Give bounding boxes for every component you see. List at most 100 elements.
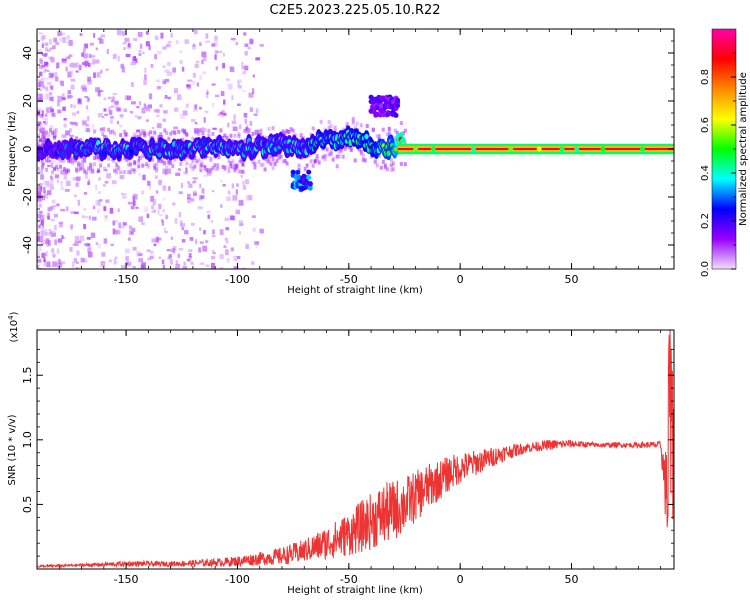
noise-speckle: [113, 229, 118, 235]
noise-speckle: [50, 73, 54, 78]
ridge-halo: [267, 156, 271, 161]
noise-speckle: [185, 103, 189, 108]
noise-speckle: [190, 222, 195, 226]
ridge-halo: [191, 166, 195, 171]
noise-speckle: [138, 101, 141, 106]
noise-speckle: [70, 84, 75, 90]
noise-speckle: [97, 91, 101, 97]
colorbar-tick-label: 0.6: [700, 117, 711, 133]
noise-speckle: [164, 69, 170, 73]
noise-speckle: [190, 261, 194, 265]
noise-speckle: [156, 123, 162, 129]
noise-speckle: [235, 209, 241, 215]
noise-speckle: [37, 195, 41, 202]
noise-speckle: [52, 232, 57, 237]
ridge-halo: [241, 169, 245, 174]
noise-speckle: [192, 192, 197, 197]
noise-speckle: [167, 96, 172, 100]
snr-frame: [36, 329, 675, 570]
noise-speckle: [121, 66, 126, 73]
ridge-halo: [253, 162, 257, 167]
noise-speckle: [242, 180, 245, 186]
ridge-halo: [69, 156, 73, 161]
noise-speckle: [134, 58, 139, 63]
ridge-halo: [165, 131, 169, 136]
noise-speckle: [170, 32, 173, 38]
ridge-halo: [75, 168, 79, 173]
ridge-halo: [265, 135, 269, 140]
noise-speckle: [174, 217, 178, 224]
ridge-halo: [303, 167, 307, 172]
snr-multiplier-suffix: ): [9, 311, 20, 315]
noise-speckle: [130, 205, 135, 210]
noise-speckle: [168, 254, 173, 258]
noise-speckle: [96, 208, 101, 214]
noise-speckle: [122, 42, 127, 45]
ridge-halo: [109, 130, 113, 135]
noise-speckle: [162, 185, 167, 191]
noise-speckle: [37, 126, 41, 131]
noise-speckle: [220, 204, 223, 208]
ridge-halo: [377, 154, 381, 159]
noise-speckle: [142, 174, 146, 181]
ridge-halo: [113, 131, 117, 136]
noise-speckle: [155, 236, 159, 243]
noise-speckle: [143, 206, 149, 212]
noise-speckle: [185, 167, 188, 174]
ridge-halo: [157, 158, 161, 163]
noise-speckle: [148, 183, 151, 190]
noise-speckle: [73, 258, 78, 263]
noise-speckle: [77, 267, 82, 269]
noise-speckle: [50, 234, 53, 238]
ridge-halo: [197, 128, 201, 133]
noise-speckle: [124, 37, 130, 43]
ridge-halo: [47, 156, 51, 161]
ridge-halo: [149, 130, 153, 135]
noise-speckle: [103, 108, 107, 112]
noise-speckle: [154, 141, 158, 145]
noise-speckle: [67, 55, 71, 59]
noise-speckle: [53, 204, 57, 208]
ridge-halo: [39, 137, 43, 142]
noise-speckle: [259, 44, 264, 47]
noise-speckle: [199, 183, 202, 188]
noise-speckle: [126, 261, 132, 267]
noise-speckle: [192, 181, 195, 184]
noise-speckle: [50, 206, 53, 211]
ridge-halo: [309, 159, 313, 164]
ridge-halo: [105, 135, 109, 140]
noise-speckle: [172, 246, 177, 251]
snr-y-tick-label: 0.5: [21, 496, 34, 514]
noise-speckle: [242, 71, 246, 75]
noise-speckle: [206, 89, 209, 94]
noise-speckle: [145, 41, 150, 47]
noise-speckle: [95, 47, 98, 51]
ridge-halo: [263, 156, 267, 161]
noise-speckle: [157, 134, 163, 139]
noise-speckle: [62, 37, 67, 43]
feature-blob: [306, 169, 312, 175]
noise-speckle: [251, 261, 255, 265]
noise-speckle: [97, 200, 101, 207]
ridge-halo: [239, 169, 243, 174]
noise-speckle: [64, 189, 70, 192]
noise-speckle: [127, 237, 131, 241]
noise-speckle: [128, 225, 132, 229]
noise-speckle: [55, 42, 59, 45]
noise-speckle: [199, 42, 202, 46]
noise-speckle: [157, 209, 160, 215]
ridge-halo: [203, 166, 207, 171]
ridge-halo: [227, 169, 231, 174]
noise-speckle: [40, 211, 43, 215]
noise-speckle: [178, 248, 184, 251]
noise-speckle: [194, 121, 198, 125]
noise-speckle: [122, 222, 127, 226]
noise-speckle: [220, 114, 224, 118]
noise-speckle: [230, 37, 236, 41]
noise-speckle: [70, 104, 73, 108]
noise-speckle: [38, 224, 41, 229]
noise-speckle: [46, 107, 51, 113]
noise-speckle: [198, 247, 202, 253]
noise-speckle: [235, 41, 239, 46]
ridge-halo: [271, 157, 275, 162]
